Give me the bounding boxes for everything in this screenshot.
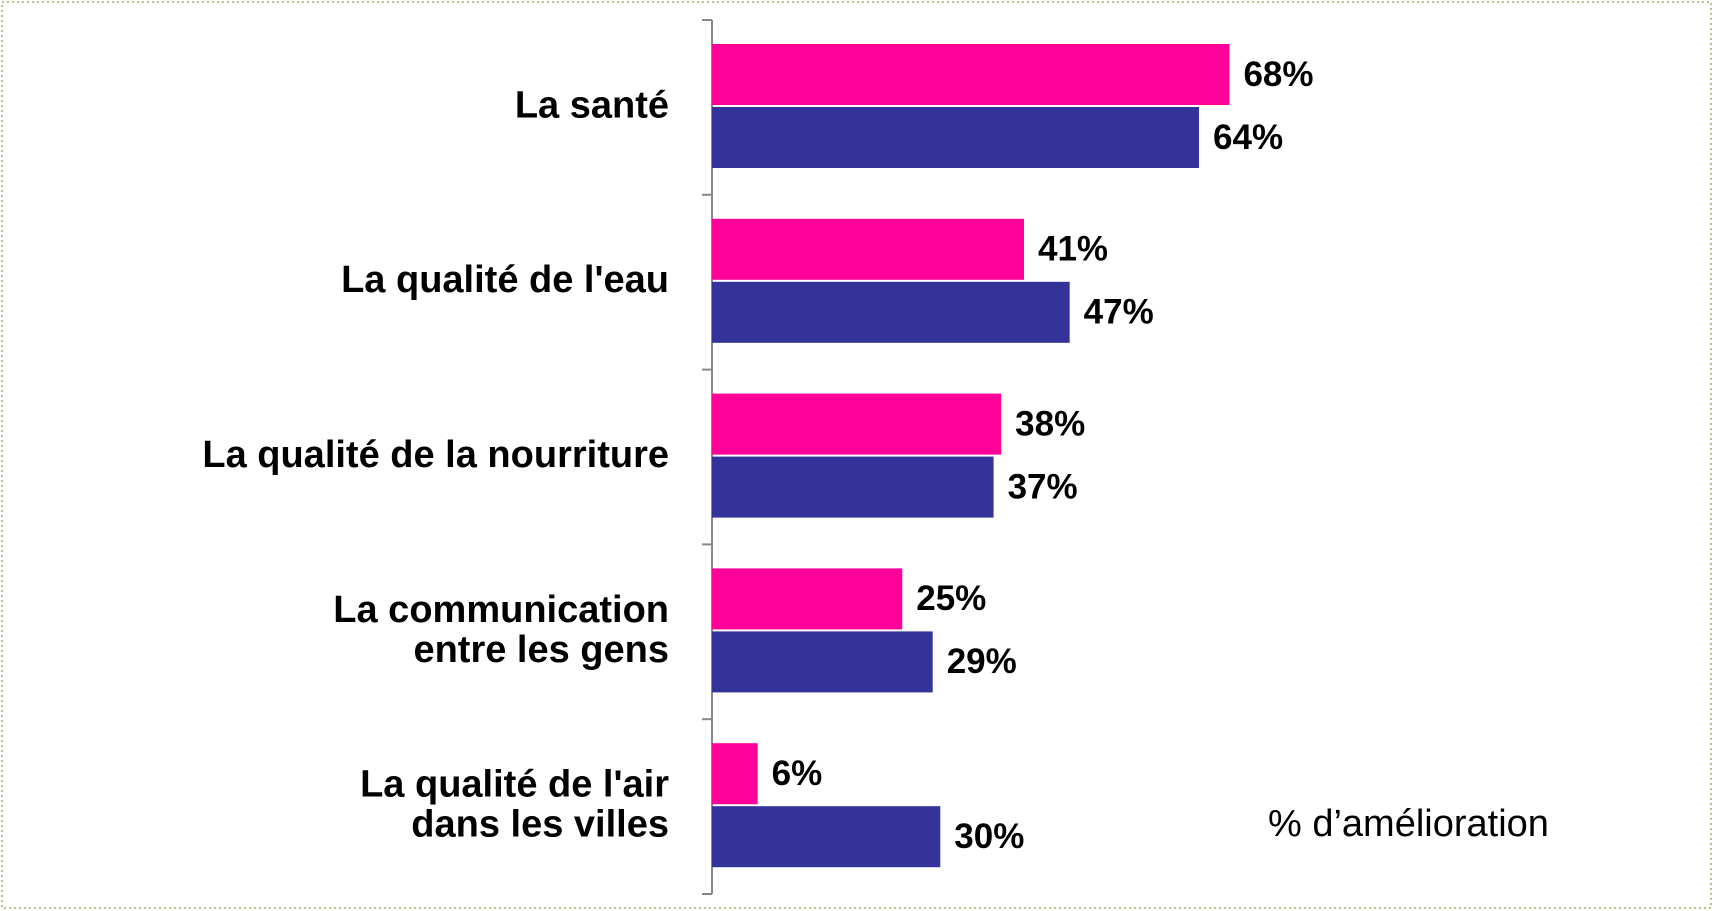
category-label: La santé [515, 84, 669, 126]
value-label: 47% [1084, 293, 1154, 332]
bar [712, 806, 941, 868]
value-label: 25% [916, 579, 986, 618]
bar [712, 631, 933, 693]
bar [712, 393, 1002, 455]
value-label: 6% [772, 754, 823, 793]
value-label: 41% [1038, 230, 1108, 269]
annotation: % d’amélioration [1268, 803, 1549, 845]
value-label: 29% [947, 642, 1017, 681]
bar [712, 568, 903, 630]
value-label: 64% [1213, 118, 1283, 157]
bar [712, 456, 994, 518]
value-label: 37% [1008, 467, 1078, 506]
category-label: La qualité de la nourriture [202, 434, 669, 476]
category-label: La qualité de l'air dans les villes [360, 764, 669, 846]
category-label: La qualité de l'eau [341, 259, 669, 301]
bar [712, 107, 1200, 168]
value-label: 30% [954, 817, 1024, 856]
value-label: 38% [1015, 404, 1085, 443]
bar [712, 743, 758, 805]
category-label: La communication entre les gens [333, 589, 669, 671]
bar [712, 44, 1230, 105]
bar [712, 281, 1070, 343]
value-label: 68% [1243, 55, 1313, 94]
bar [712, 218, 1025, 280]
